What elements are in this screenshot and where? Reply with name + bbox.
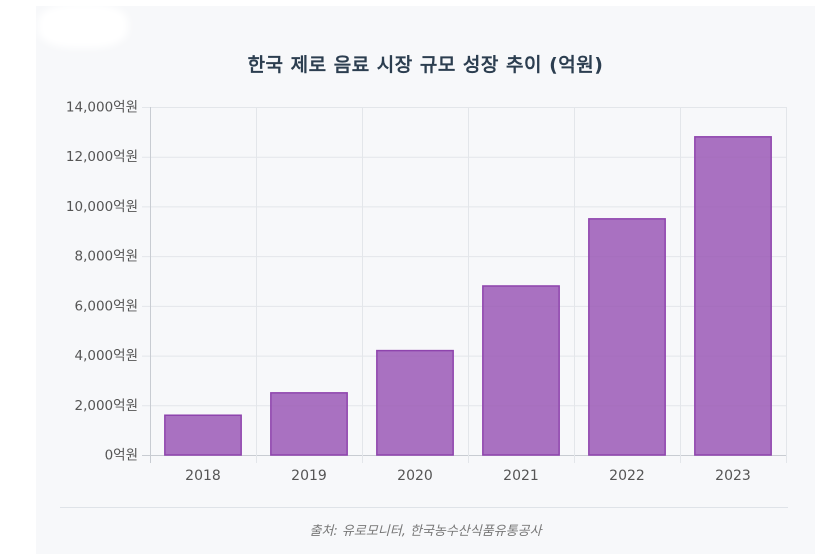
x-tick-label: 2020: [397, 468, 433, 484]
x-tick-label: 2022: [609, 468, 645, 484]
chart-title: 한국 제로 음료 시장 규모 성장 추이 (억원): [247, 54, 604, 76]
x-tick-label: 2018: [185, 468, 221, 484]
chart-card: [36, 6, 815, 554]
bar-2020: [376, 349, 454, 456]
y-tick-label: 6,000억원: [75, 298, 139, 314]
y-tick-label: 14,000억원: [66, 100, 138, 116]
y-tick-label: 0억원: [105, 448, 138, 464]
x-tick-label: 2021: [503, 468, 539, 484]
source-note: 출처: 유로모니터, 한국농수산식품유통공사: [309, 524, 542, 539]
white-smudge: [38, 4, 128, 48]
y-tick-label: 2,000억원: [75, 398, 139, 414]
bars: [164, 136, 772, 456]
gridlines: [142, 107, 787, 463]
bar-2018: [164, 414, 242, 456]
x-axis-ticks: 2018 2019 2020 2021 2022 2023: [185, 468, 751, 484]
bar-2023: [694, 136, 772, 456]
y-tick-label: 12,000억원: [66, 149, 138, 165]
bar-2022: [588, 218, 666, 456]
bar-2021: [482, 285, 560, 456]
bar-2019: [270, 392, 348, 456]
x-tick-label: 2019: [291, 468, 327, 484]
divider: [60, 507, 788, 508]
y-tick-label: 8,000억원: [75, 249, 139, 265]
x-tick-label: 2023: [715, 468, 751, 484]
y-axis-ticks: 0억원 2,000억원 4,000억원 6,000억원 8,000억원 10,000억원 1…: [66, 100, 138, 464]
y-tick-label: 10,000억원: [66, 199, 138, 215]
y-tick-label: 4,000억원: [75, 348, 139, 364]
